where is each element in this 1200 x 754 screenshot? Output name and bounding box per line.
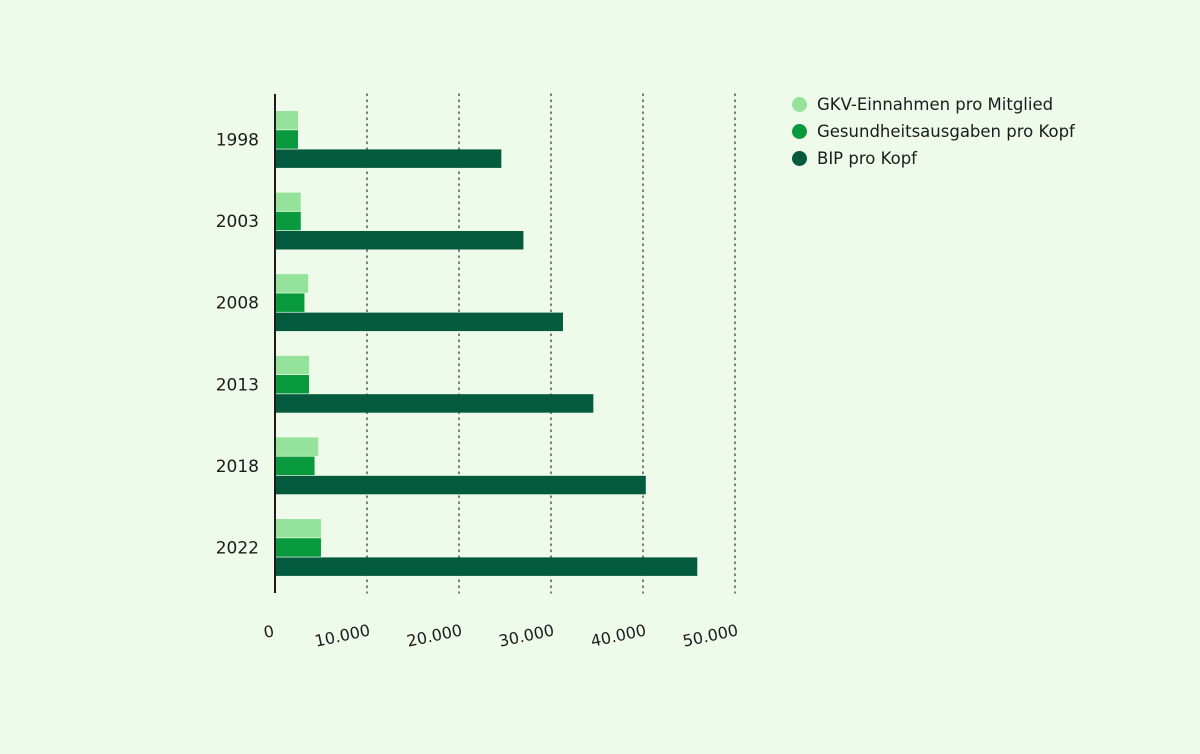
legend-label-2: BIP pro Kopf <box>817 149 917 168</box>
bar-2013-series-2 <box>275 394 594 413</box>
x-tick-label-2: 20.000 <box>405 620 464 650</box>
bar-1998-series-0 <box>275 111 298 130</box>
bar-2003-series-0 <box>275 192 301 212</box>
bar-2018-series-2 <box>275 475 646 495</box>
legend-swatch-1 <box>792 124 807 139</box>
bar-2022-series-1 <box>275 538 321 557</box>
bar-2018-series-0 <box>275 437 319 456</box>
bar-2022-series-2 <box>275 557 698 576</box>
legend-swatch-2 <box>792 151 807 166</box>
legend-item-1: Gesundheitsausgaben pro Kopf <box>792 118 1075 145</box>
legend: GKV-Einnahmen pro Mitglied Gesundheitsaus… <box>792 91 1075 172</box>
bar-2008-series-2 <box>275 312 563 332</box>
x-tick-label-0: 0 <box>262 621 276 642</box>
x-tick-label-3: 30.000 <box>497 620 556 650</box>
x-tick-label-1: 10.000 <box>313 620 372 650</box>
x-tick-label-4: 40.000 <box>589 620 648 650</box>
category-label-2013: 2013 <box>216 375 259 395</box>
bar-2022-series-0 <box>275 519 321 538</box>
category-label-2008: 2008 <box>216 294 259 314</box>
category-label-2018: 2018 <box>216 457 259 477</box>
legend-swatch-0 <box>792 97 807 112</box>
category-label-1998: 1998 <box>216 130 259 150</box>
legend-label-0: GKV-Einnahmen pro Mitglied <box>817 95 1054 114</box>
bar-1998-series-1 <box>275 130 298 149</box>
legend-item-2: BIP pro Kopf <box>792 145 1075 172</box>
bar-2003-series-2 <box>275 231 524 250</box>
legend-item-0: GKV-Einnahmen pro Mitglied <box>792 91 1075 118</box>
category-label-2003: 2003 <box>216 212 259 232</box>
bar-2018-series-1 <box>275 456 315 476</box>
category-label-2022: 2022 <box>216 538 259 558</box>
bar-2013-series-0 <box>275 355 310 375</box>
bar-2013-series-1 <box>275 375 310 394</box>
bar-2003-series-1 <box>275 211 301 231</box>
bar-1998-series-2 <box>275 149 502 168</box>
bar-2008-series-0 <box>275 274 309 293</box>
x-tick-label-5: 50.000 <box>681 620 740 650</box>
bar-2008-series-1 <box>275 293 305 312</box>
legend-label-1: Gesundheitsausgaben pro Kopf <box>817 122 1075 141</box>
